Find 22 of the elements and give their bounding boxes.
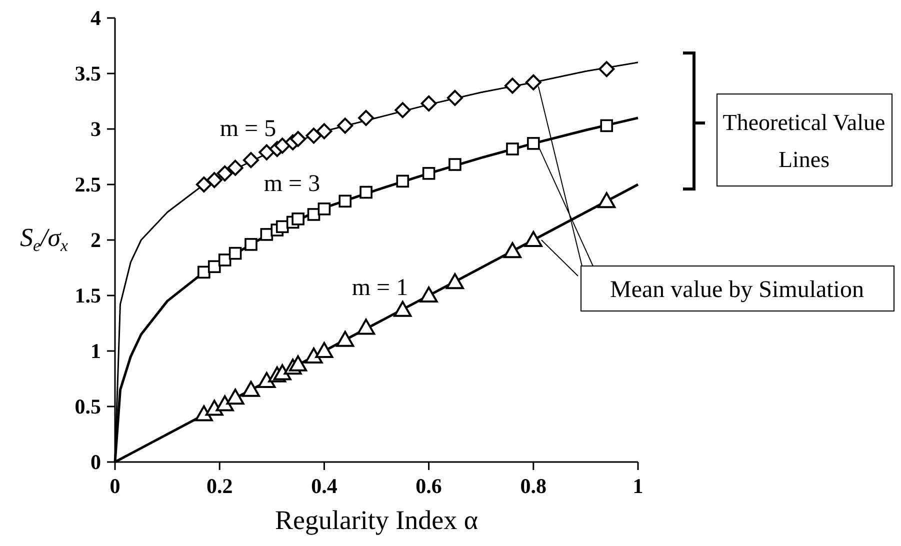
x-tick-label: 0.4 [311, 474, 338, 498]
x-tick-label: 1 [632, 474, 644, 498]
y-tick-label: 2.5 [74, 172, 101, 196]
x-tick-label: 0.8 [520, 474, 547, 498]
x-tick-label: 0.6 [416, 474, 442, 498]
annotation: Mean value by Simulation [610, 277, 864, 303]
y-tick-label: 0.5 [74, 394, 101, 418]
annotation: m = 3 [264, 171, 320, 197]
annotation: m = 1 [352, 275, 408, 301]
annotation: m = 5 [220, 116, 276, 142]
x-axis-title: Regularity Index α [274, 505, 478, 535]
x-tick-label: 0 [110, 474, 120, 498]
x-tick-label: 0.2 [206, 474, 233, 498]
y-tick-label: 1 [90, 339, 101, 363]
y-tick-label: 3.5 [74, 62, 101, 86]
y-tick-label: 2 [90, 228, 101, 252]
y-tick-label: 4 [90, 6, 102, 30]
y-tick-label: 1.5 [74, 284, 101, 308]
y-tick-label: 0 [90, 450, 101, 474]
y-tick-label: 3 [90, 117, 101, 141]
text: Theoretical Value Lines [722, 110, 886, 172]
y-axis-title: S$_{e}$/σ$_{x}$ [20, 223, 69, 256]
